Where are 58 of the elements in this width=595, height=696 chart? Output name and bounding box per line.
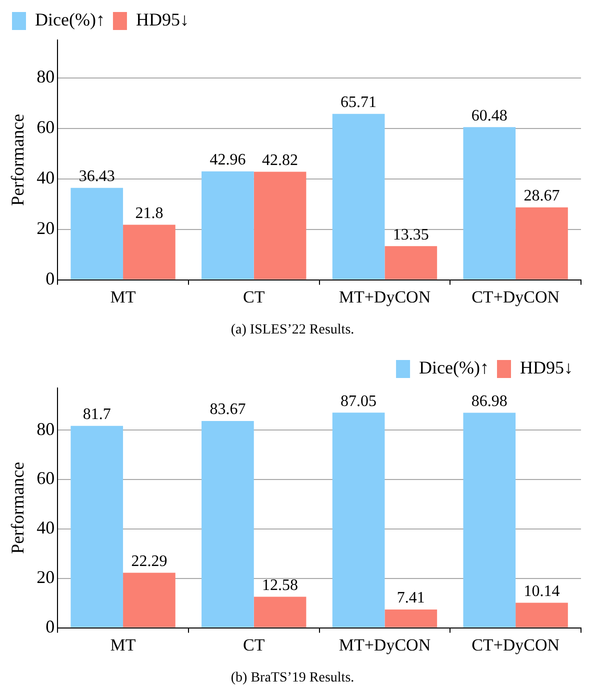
y-axis-title: Performance [8,462,28,554]
data-label: 7.41 [396,590,425,607]
x-tick-label: MT [110,287,136,306]
y-tick-label: 0 [46,616,55,637]
bar [384,609,438,628]
data-label: 81.7 [82,406,111,424]
bar [384,246,438,280]
bar [123,224,176,280]
bar [332,412,385,628]
y-tick-label: 20 [36,218,55,238]
bar [254,172,306,280]
bar [202,171,254,280]
y-tick-label: 60 [36,117,55,138]
y-tick-label: 80 [36,418,55,439]
legend-label: Dice(%)↑ [35,10,105,30]
data-label: 87.05 [340,392,377,410]
bar [332,114,385,280]
x-tick-label: MT [110,635,136,654]
bar [516,207,568,280]
data-label: 60.48 [471,107,508,124]
bar [463,127,516,280]
y-axis-title: Performance [8,114,28,206]
y-tick-label: 0 [46,268,55,289]
data-label: 42.96 [210,152,246,169]
data-label: 22.29 [131,552,168,570]
bar [70,426,124,628]
legend-label: HD95↓ [136,10,189,30]
bar [123,572,176,628]
x-tick-label: CT+DyCON [472,635,560,654]
y-tick-label: 80 [36,66,55,87]
x-tick-label: CT+DyCON [472,287,560,306]
data-label: 28.67 [524,188,560,205]
bar [70,188,124,280]
data-label: 13.35 [392,226,429,244]
y-tick-label: 40 [36,518,55,538]
legend-label: HD95↓ [520,358,573,378]
bar [516,602,568,628]
data-label: 36.43 [78,168,115,186]
legend-label: Dice(%)↑ [419,358,490,378]
x-tick-label: MT+DyCON [338,287,431,306]
y-tick-label: 20 [36,567,55,588]
y-tick-label: 60 [36,468,55,488]
data-label: 21.8 [135,204,164,222]
data-label: 65.71 [340,94,377,112]
data-label: 42.82 [262,152,298,169]
text: (a) ISLES’22 Results. [230,322,354,338]
bar [463,412,516,628]
x-tick-label: CT [243,635,266,654]
data-label: 12.58 [262,576,298,594]
y-tick-label: 40 [36,168,55,188]
text: (b) BraTS’19 Results. [230,670,354,686]
x-tick-label: CT [243,287,266,306]
data-label: 10.14 [524,582,560,600]
bar [202,420,254,628]
data-label: 86.98 [471,392,508,410]
data-label: 83.67 [210,401,246,418]
bar [254,596,306,628]
x-tick-label: MT+DyCON [338,635,431,654]
